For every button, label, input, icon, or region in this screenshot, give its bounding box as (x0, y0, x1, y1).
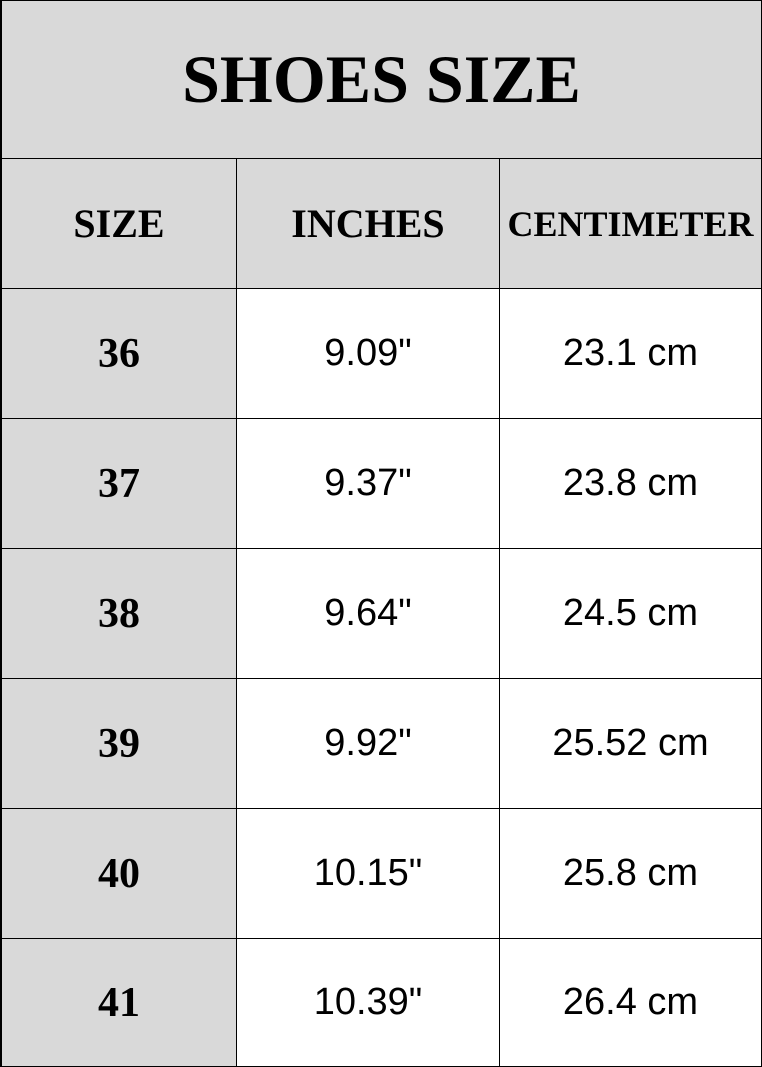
inches-cell: 9.64" (237, 549, 500, 679)
size-cell: 39 (2, 679, 237, 809)
size-cell: 38 (2, 549, 237, 679)
inches-cell: 10.15" (237, 809, 500, 939)
centimeter-cell: 24.5 cm (500, 549, 762, 679)
inches-cell: 9.37" (237, 419, 500, 549)
centimeter-cell: 26.4 cm (500, 939, 762, 1067)
inches-cell: 9.09" (237, 289, 500, 419)
size-cell: 40 (2, 809, 237, 939)
centimeter-cell: 23.8 cm (500, 419, 762, 549)
table-title: SHOES SIZE (2, 1, 762, 159)
size-cell: 36 (2, 289, 237, 419)
size-cell: 37 (2, 419, 237, 549)
inches-cell: 9.92" (237, 679, 500, 809)
centimeter-cell: 25.8 cm (500, 809, 762, 939)
centimeter-cell: 25.52 cm (500, 679, 762, 809)
size-cell: 41 (2, 939, 237, 1067)
header-centimeter: CENTIMETER (500, 159, 762, 289)
header-size: SIZE (2, 159, 237, 289)
inches-cell: 10.39" (237, 939, 500, 1067)
centimeter-cell: 23.1 cm (500, 289, 762, 419)
header-inches: INCHES (237, 159, 500, 289)
